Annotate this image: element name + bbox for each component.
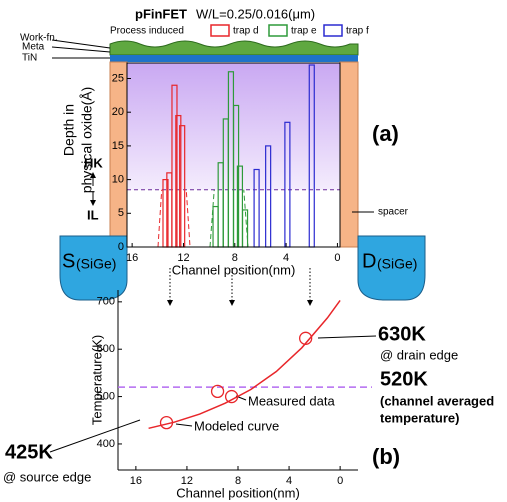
y-tick-label: 700 (97, 296, 115, 308)
x-axis-label: Channel position(nm) (176, 485, 300, 500)
legend-title: Process induced (110, 26, 184, 37)
measured-point (224, 389, 239, 404)
legend-label: trap d (233, 26, 259, 37)
arrow-heads (167, 300, 313, 306)
reference-label: 520K (380, 368, 428, 390)
y-tick-label: 15 (112, 140, 124, 152)
y-tick-label: 10 (112, 174, 124, 186)
x-tick-label: 4 (286, 475, 292, 487)
x-tick-label: 16 (126, 252, 138, 264)
measured-point (299, 331, 313, 345)
reference-note: (channel averaged (380, 393, 494, 408)
drain-region (357, 235, 426, 301)
legend-label: trap e (291, 26, 317, 37)
layer-label: Work-fn. (20, 33, 58, 44)
y-tick-label: 0 (118, 241, 124, 253)
x-tick-label: 8 (235, 475, 241, 487)
y-axis-label: Depth in (61, 104, 77, 156)
y-tick-label: 25 (112, 72, 124, 84)
layer-label: TiN (22, 53, 37, 64)
model-curve (148, 299, 341, 430)
source-temperature: 425K (5, 441, 53, 463)
legend-swatch (323, 24, 343, 37)
source-label: S (62, 250, 75, 272)
source-region (59, 235, 128, 301)
source-note: @ source edge (3, 469, 91, 484)
drain-label: D (362, 250, 376, 272)
x-tick-label: 12 (177, 252, 189, 264)
y-tick-label: 5 (118, 207, 124, 219)
y-axis-label: Temperature(K) (89, 335, 104, 425)
measured-point (159, 415, 174, 430)
legend-swatch (210, 24, 230, 37)
annotation-leaders (49, 335, 377, 453)
drain-temperature: 630K (378, 323, 426, 345)
x-tick-label: 0 (337, 475, 343, 487)
y-tick-label: 400 (97, 438, 115, 450)
legend-label: trap f (346, 26, 369, 37)
projection-arrows (169, 268, 311, 302)
spacer-label: spacer (378, 207, 409, 218)
legend-swatch (268, 24, 288, 37)
plot-frame (126, 62, 341, 248)
x-tick-label: 4 (283, 252, 289, 264)
y-tick-label: 600 (97, 343, 115, 355)
y-axis-label: physical oxide(Å) (79, 87, 95, 194)
y-tick-label: 500 (97, 390, 115, 402)
reference-note: temperature) (380, 410, 459, 425)
x-tick-label: 16 (130, 475, 142, 487)
work-function-metal (109, 40, 359, 56)
tin-layer (110, 55, 358, 62)
panel-label: (b) (372, 444, 400, 469)
layer-label: Meta (22, 42, 45, 53)
il-label: IL (87, 207, 99, 222)
panel-label: (a) (372, 121, 399, 146)
hk-label: HK (84, 155, 103, 170)
title: pFinFET (135, 6, 187, 21)
subtitle: W/L=0.25/0.016(μm) (196, 6, 315, 21)
measured-point (210, 384, 225, 399)
x-axis-label: Channel position(nm) (172, 262, 296, 277)
drain-material: (SiGe) (377, 256, 417, 272)
series-label: Modeled curve (194, 418, 279, 433)
y-tick-label: 20 (112, 106, 124, 118)
x-tick-label: 0 (334, 252, 340, 264)
x-tick-label: 8 (232, 252, 238, 264)
trap-bar (212, 205, 219, 248)
text-layer: pFinFET W/L=0.25/0.016(μm) Process induc… (3, 6, 494, 484)
x-tick-label: 12 (181, 475, 193, 487)
drain-note: @ drain edge (380, 347, 458, 362)
source-material: (SiGe) (76, 256, 116, 272)
series-label: Measured data (248, 393, 335, 408)
spacer-left (109, 61, 128, 248)
spacer-right (339, 61, 359, 248)
